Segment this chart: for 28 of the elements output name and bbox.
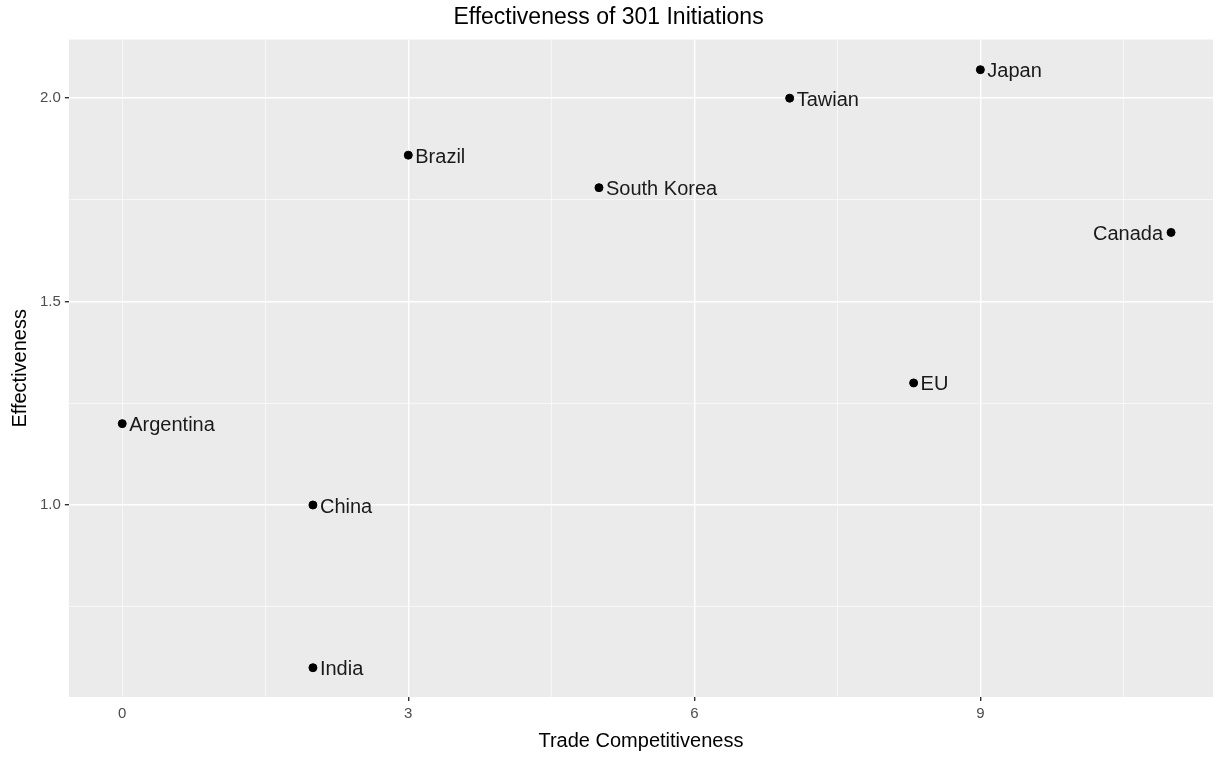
annotation: Tawian [796,87,859,110]
x-tick-label: 0 [118,704,127,722]
point [308,663,318,673]
annotation: South Korea [605,177,719,200]
point [308,500,318,510]
annotation: EU [920,372,949,395]
point [975,65,985,75]
annotation: Canada [1092,221,1164,244]
chart-title: Effectiveness of 301 Initiations [453,3,764,30]
annotation: Brazil [415,144,466,167]
point [785,93,795,103]
annotation: Japan [987,59,1042,82]
x-tick-label: 3 [404,704,413,722]
y-axis-title: Effectiveness [7,309,30,428]
annotation: China [319,494,374,517]
y-tick-label: 1.5 [39,291,61,309]
point [403,150,413,160]
x-tick-label: 6 [690,704,699,722]
x-tick-label: 9 [976,704,985,722]
annotation: Argentina [129,413,216,436]
point [1166,227,1176,237]
point [117,419,127,429]
y-tick-label: 2.0 [39,88,61,106]
x-axis-title: Trade Competitiveness [538,728,744,751]
point [594,183,604,193]
point [909,378,919,388]
annotation: India [319,657,365,680]
y-tick-label: 1.0 [39,495,61,513]
